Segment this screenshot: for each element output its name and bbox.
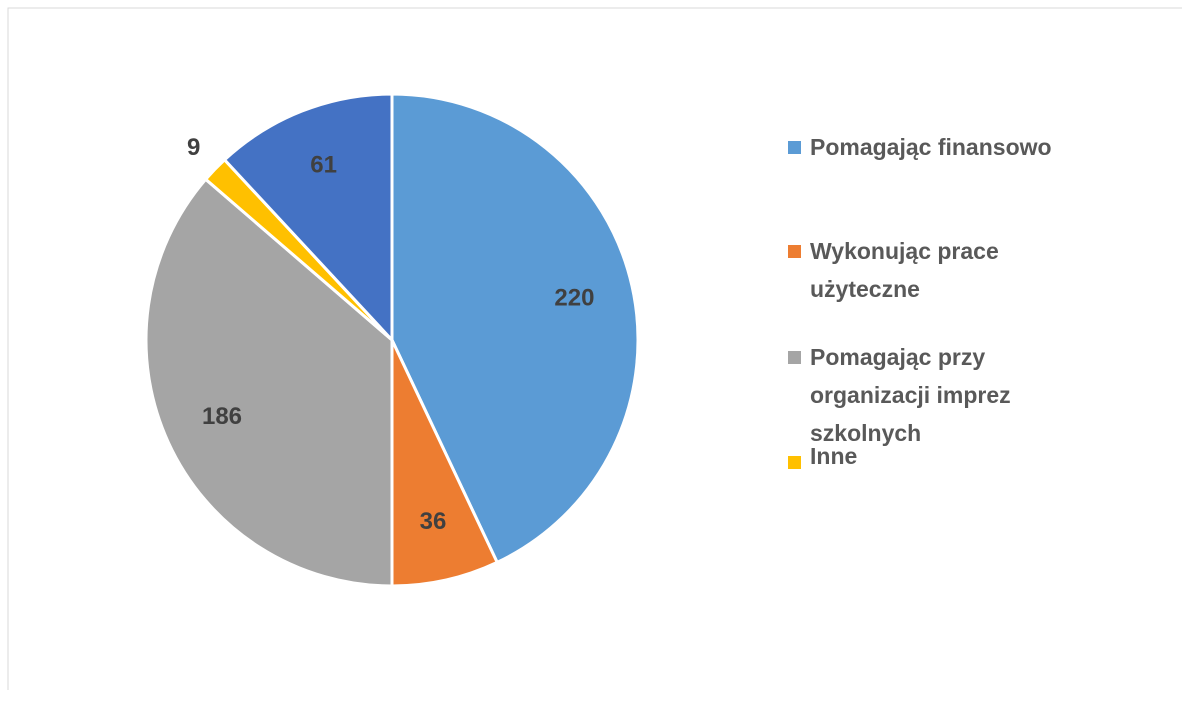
legend-swatch [788, 141, 801, 154]
legend-entry: Inne [788, 443, 1058, 469]
chart-frame [7, 7, 1182, 690]
legend-entry: Wykonując prace użyteczne [788, 232, 1058, 308]
data-label: 36 [420, 508, 447, 535]
legend-swatch [788, 245, 801, 258]
data-label: 61 [310, 151, 337, 178]
legend-entry: Pomagając finansowo [788, 128, 1058, 166]
legend-swatch [788, 351, 801, 364]
pie-slice [144, 177, 394, 588]
data-label: 220 [554, 284, 594, 311]
legend-swatch [788, 456, 801, 469]
legend-label: Pomagając finansowo [810, 134, 1052, 160]
data-label: 186 [202, 403, 242, 430]
legend-label: Pomagając przy organizacji imprez szkoln… [810, 344, 1011, 446]
pie-slice [390, 92, 640, 565]
data-label: 9 [187, 134, 200, 161]
pie-slice [222, 92, 394, 344]
legend-entry: Pomagając przy organizacji imprez szkoln… [788, 338, 1058, 452]
legend-label: Inne [810, 443, 858, 469]
legend-label: Wykonując prace użyteczne [810, 238, 999, 302]
pie-slice [390, 339, 500, 588]
